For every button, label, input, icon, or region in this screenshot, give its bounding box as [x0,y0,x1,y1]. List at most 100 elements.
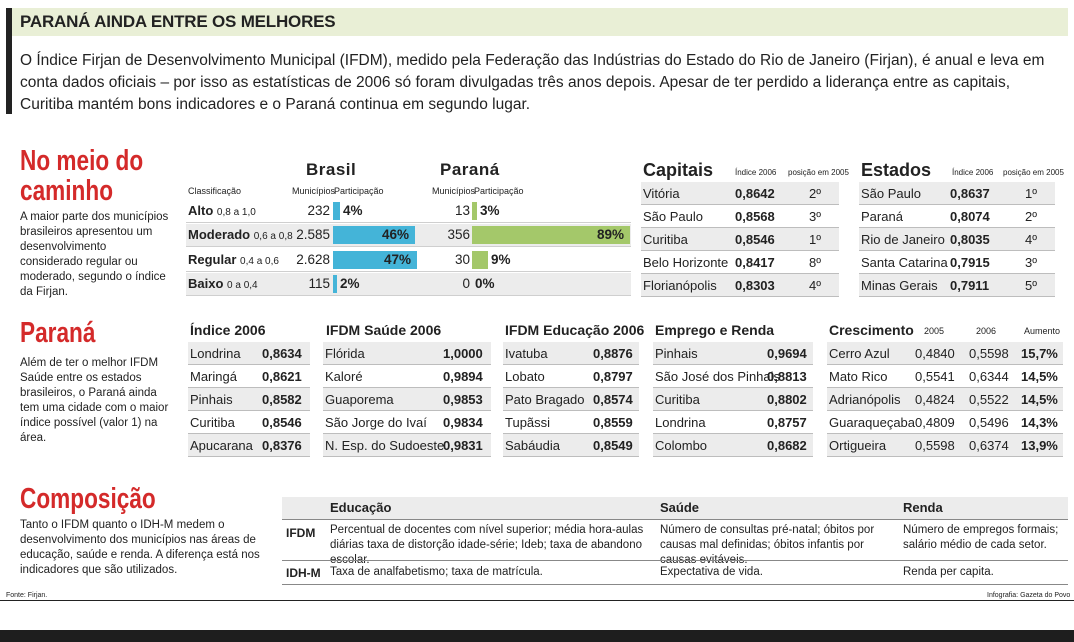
classificacao-label: Alto 0,8 a 1,0 [188,203,256,218]
crescimento-2006-value: 0,6344 [969,369,1009,384]
section-desc-composicao: Tanto o IFDM quanto o IDH-M medem o dese… [20,519,260,576]
estados-posicao-header: posição em 2005 [1003,168,1064,177]
classificacao-range: 0,6 a 0,8 [253,231,293,242]
saude2006-row: N. Esp. do Sudoeste 0,9831 [323,434,491,457]
estados-title: Estados [861,160,932,180]
educacao2006-name: Sabáudia [505,438,560,453]
crescimento-name: Guaraqueçaba [829,415,916,430]
estados-position: 2º [1025,209,1037,224]
classificacao-name: Regular [188,252,237,267]
indice2006-row: Pinhais 0,8582 [188,388,310,411]
classificacao-label: Baixo 0 a 0,4 [188,276,258,291]
composicao-ifdm-renda: Número de empregos formais; salário médi… [903,524,1059,551]
crescimento-aumento-value: 14,5% [1021,392,1058,407]
capitais-row: Belo Horizonte 0,8417 8º [641,251,839,274]
capitais-position: 1º [809,232,821,247]
capitais-row: Vitória 0,8642 2º [641,182,839,205]
classificacao-name: Baixo [188,276,224,291]
composicao-header-band [282,497,1068,519]
educacao2006-row: Sabáudia 0,8549 [503,434,639,457]
capitais-index: 0,8568 [735,209,775,224]
educacao2006-value: 0,8559 [593,415,633,430]
estados-index: 0,8637 [950,186,990,201]
emprego-name: São José dos Pinhais [655,369,781,384]
educacao2006-value: 0,8876 [593,346,633,361]
estados-row: Minas Gerais 0,7911 5º [859,274,1055,297]
emprego-value: 0,8682 [767,438,807,453]
indice2006-row: Curitiba 0,8546 [188,411,310,434]
estados-position: 5º [1025,278,1037,293]
parana-municipios-value: 356 [447,227,470,242]
indice2006-name: Pinhais [190,392,233,407]
capitais-indice-header: Índice 2006 [735,168,777,177]
infographic-credit: Infografia: Gazeta do Povo [987,592,1071,599]
classificacao-label: Regular 0,4 a 0,6 [188,252,279,267]
brasil-municipios-value: 232 [307,203,330,218]
composicao-ifdm-label: IFDM [286,526,316,540]
educacao2006-value: 0,8549 [593,438,633,453]
saude2006-row: São Jorge do Ivaí 0,9834 [323,411,491,434]
saude2006-name: Guaporema [325,392,394,407]
brasil-percent: 2% [340,276,360,291]
crescimento-aumento-value: 14,5% [1021,369,1058,384]
composicao-saude-header: Saúde [660,500,700,515]
classificacao-range: 0 a 0,4 [227,280,258,291]
brasil-municipios-header: Municípios [292,186,336,196]
educacao2006-name: Ivatuba [505,346,548,361]
parana-bar [472,226,630,244]
capitais-index: 0,8417 [735,255,775,270]
crescimento-2005-value: 0,4809 [915,415,955,430]
brasil-heading: Brasil [306,160,357,179]
educacao2006-name: Pato Bragado [505,392,585,407]
indice2006-value: 0,8621 [262,369,302,384]
indice2006-name: Maringá [190,369,237,384]
estados-position: 1º [1025,186,1037,201]
capitais-position: 8º [809,255,821,270]
intro-paragraph: O Índice Firjan de Desenvolvimento Munic… [20,52,1045,113]
saude2006-row: Flórida 1,0000 [323,342,491,365]
saude2006-value: 1,0000 [443,346,483,361]
parana-bar [472,251,488,269]
educacao2006-row: Tupãssi 0,8559 [503,411,639,434]
saude2006-name: Kaloré [325,369,363,384]
saude2006-name: Flórida [325,346,365,361]
composicao-educacao-header: Educação [330,500,392,515]
emprego-name: Londrina [655,415,706,430]
crescimento-2005-header: 2005 [924,326,945,336]
estados-index: 0,7911 [950,278,990,293]
educacao2006-name: Tupãssi [505,415,551,430]
brasil-percent: 4% [343,203,363,218]
educacao2006-row: Ivatuba 0,8876 [503,342,639,365]
classificacao-range: 0,8 a 1,0 [216,207,256,218]
bottom-band [0,630,1074,642]
estados-row: São Paulo 0,8637 1º [859,182,1055,205]
composicao-idhm-label: IDH-M [286,566,321,580]
classificacao-row: Regular 0,4 a 0,6 2.628 47% 30 9% [186,249,631,272]
brasil-bar [333,275,337,293]
estados-name: Minas Gerais [861,278,938,293]
parana-percent: 9% [491,252,511,267]
emprego-value: 0,8757 [767,415,807,430]
classificacao-col-header: Classificação [188,186,242,196]
estados-indice-header: Índice 2006 [952,168,994,177]
emprego-name: Curitiba [655,392,700,407]
emprego-name: Pinhais [655,346,698,361]
parana-percent: 0% [475,276,495,291]
emprego-row: Pinhais 0,9694 [653,342,813,365]
classificacao-name: Moderado [188,227,251,242]
educacao2006-value: 0,8797 [593,369,633,384]
parana-participacao-header: Participação [474,186,524,196]
crescimento-2005-value: 0,4840 [915,346,955,361]
indice2006-title: Índice 2006 [190,322,266,338]
classificacao-label: Moderado 0,6 a 0,8 [188,227,293,242]
educacao2006-value: 0,8574 [593,392,633,407]
composicao-idhm-educacao: Taxa de analfabetismo; taxa de matrícula… [330,566,543,578]
parana-percent: 89% [597,227,625,242]
crescimento-row: Adrianópolis 0,4824 0,5522 14,5% [827,388,1063,411]
parana-percent: 3% [480,203,500,218]
crescimento-name: Cerro Azul [829,346,890,361]
parana-bar [472,202,477,220]
crescimento-aumento-value: 15,7% [1021,346,1058,361]
classificacao-range: 0,4 a 0,6 [240,256,279,267]
parana-municipios-value: 0 [462,276,470,291]
